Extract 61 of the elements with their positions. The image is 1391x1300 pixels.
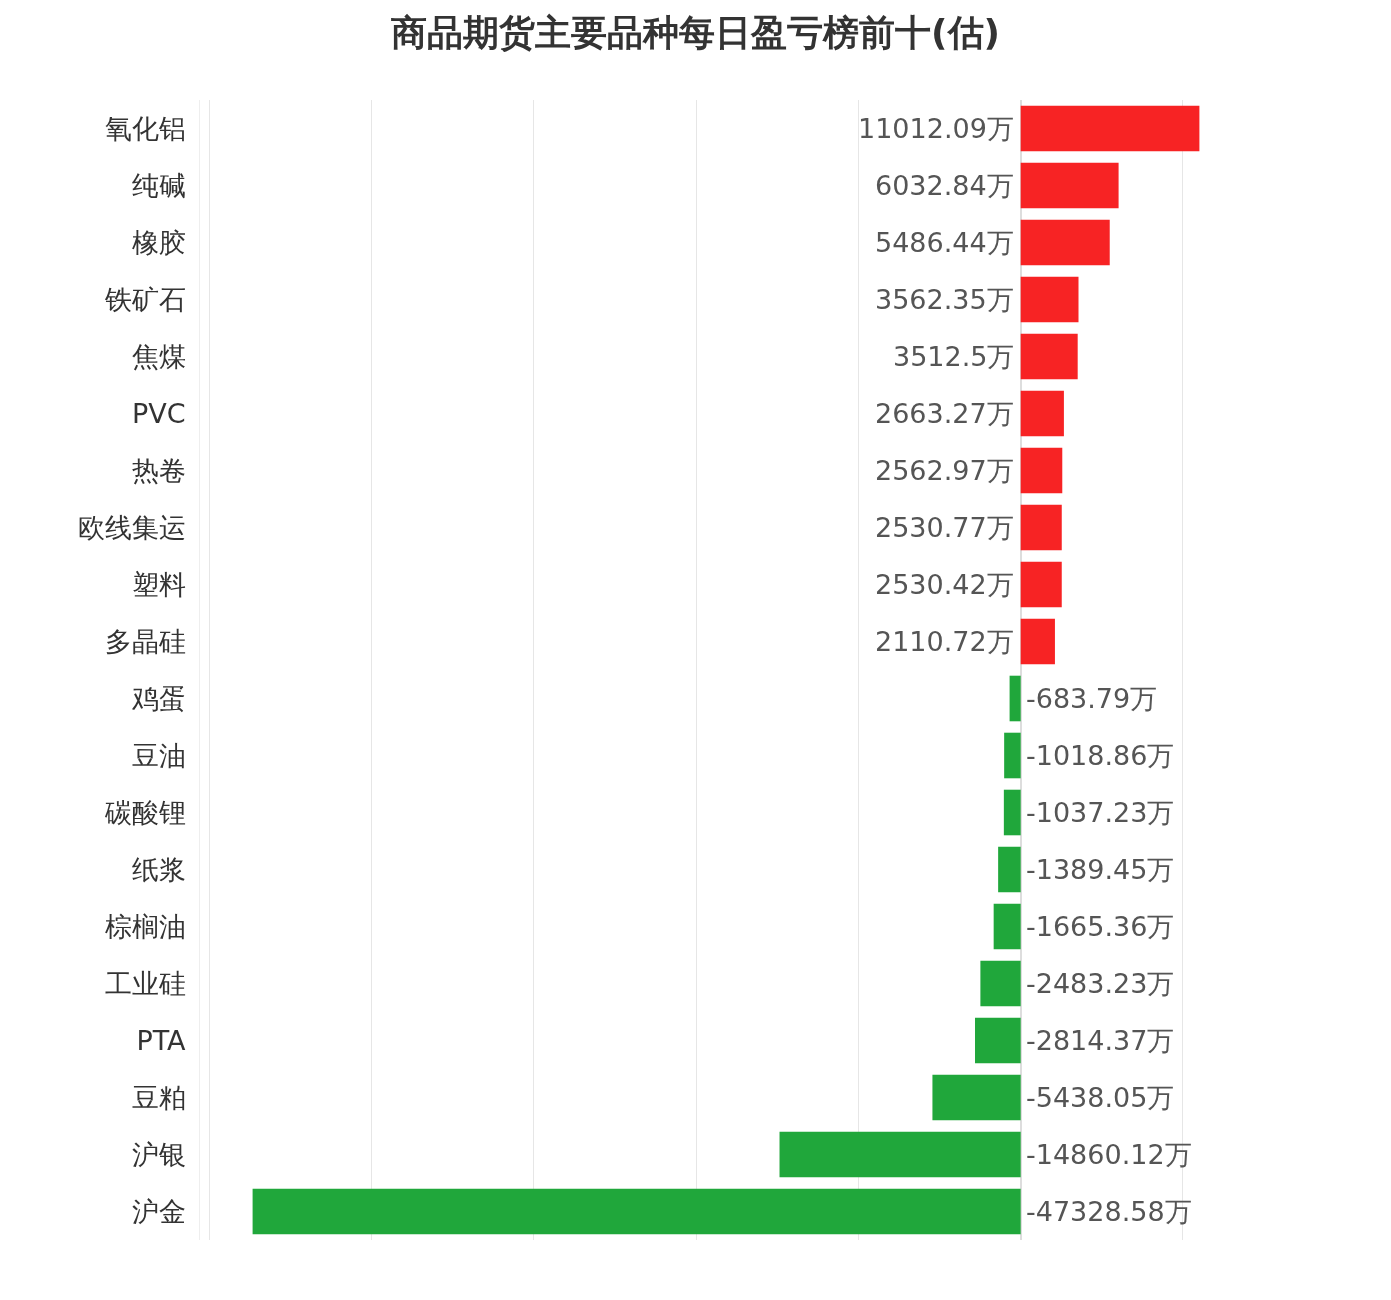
- y-tick-label: 塑料: [131, 568, 186, 600]
- bar: [993, 903, 1021, 950]
- data-label: 3512.5万: [893, 341, 1015, 372]
- data-label: -683.79万: [1026, 683, 1158, 714]
- bar: [1020, 276, 1079, 323]
- data-label: -5438.05万: [1026, 1082, 1175, 1113]
- y-tick-label: PTA: [136, 1024, 187, 1056]
- data-label: 2530.42万: [875, 569, 1014, 600]
- bar: [980, 960, 1021, 1007]
- bar: [1020, 333, 1078, 380]
- y-tick-label: 多晶硅: [104, 625, 186, 657]
- y-tick-label: 碳酸锂: [103, 796, 186, 828]
- y-tick-label: 氧化铝: [104, 112, 186, 144]
- data-label: 6032.84万: [875, 170, 1014, 201]
- bar: [1020, 390, 1064, 437]
- bar: [1009, 675, 1021, 722]
- y-tick-label: 铁矿石: [103, 283, 186, 315]
- y-tick-label: 橡胶: [131, 226, 186, 258]
- y-tick-label: 鸡蛋: [130, 682, 186, 714]
- bar: [1020, 447, 1063, 494]
- data-label: -1037.23万: [1026, 797, 1175, 828]
- bar: [1020, 105, 1200, 152]
- bar: [1004, 732, 1021, 779]
- bar: [1020, 618, 1055, 665]
- y-tick-label: 热卷: [131, 454, 186, 486]
- y-tick-label: PVC: [131, 397, 186, 429]
- data-label: 2530.77万: [875, 512, 1014, 543]
- bar: [998, 846, 1021, 893]
- data-label: 5486.44万: [875, 227, 1014, 258]
- data-label: -1665.36万: [1026, 911, 1175, 942]
- bar: [779, 1131, 1021, 1178]
- bar: [252, 1188, 1021, 1235]
- data-label: -2483.23万: [1026, 968, 1175, 999]
- bar: [1020, 219, 1110, 266]
- y-tick-label: 纸浆: [131, 853, 186, 885]
- data-label: -14860.12万: [1026, 1139, 1192, 1170]
- data-label: 2562.97万: [875, 455, 1014, 486]
- y-tick-label: 工业硅: [104, 967, 186, 999]
- data-label: 2663.27万: [875, 398, 1014, 429]
- bar: [975, 1017, 1021, 1064]
- data-label: -1018.86万: [1026, 740, 1175, 771]
- bar: [1003, 789, 1021, 836]
- y-tick-label: 欧线集运: [77, 511, 186, 543]
- bar: [1020, 504, 1062, 551]
- bar: [1020, 561, 1062, 608]
- data-label: -1389.45万: [1026, 854, 1175, 885]
- bar: [1020, 162, 1119, 209]
- y-tick-label: 焦煤: [131, 340, 186, 372]
- y-tick-label: 纯碱: [131, 169, 186, 201]
- y-tick-label: 棕榈油: [104, 910, 186, 942]
- data-label: -47328.58万: [1026, 1196, 1192, 1227]
- y-tick-label: 豆粕: [131, 1081, 186, 1113]
- y-tick-label: 沪金: [131, 1195, 186, 1227]
- chart-title: 商品期货主要品种每日盈亏榜前十(估): [391, 11, 1000, 53]
- data-label: 3562.35万: [875, 284, 1014, 315]
- bar: [932, 1074, 1021, 1121]
- data-label: 11012.09万: [858, 113, 1014, 144]
- data-label: 2110.72万: [875, 626, 1014, 657]
- data-label: -2814.37万: [1026, 1025, 1175, 1056]
- y-tick-label: 豆油: [131, 739, 186, 771]
- y-tick-label: 沪银: [131, 1138, 186, 1170]
